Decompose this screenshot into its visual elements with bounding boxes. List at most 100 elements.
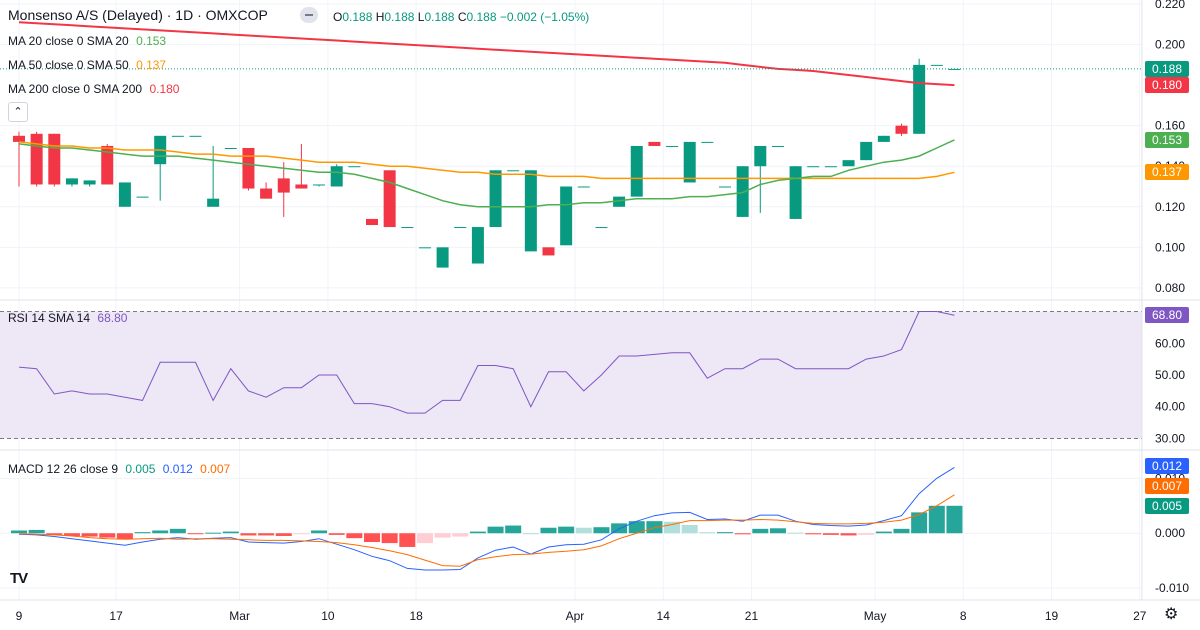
candle-body [913, 64, 926, 134]
candle-body [754, 145, 767, 167]
ma200-line [18, 21, 955, 87]
macd-histogram-bar [63, 533, 80, 536]
price-tick-label: 0.120 [1155, 200, 1185, 214]
candle-body [383, 170, 396, 228]
candle-body [277, 178, 290, 193]
time-axis-label: 27 [1133, 609, 1147, 623]
candle-body [418, 247, 431, 249]
macd-histogram-bar [858, 533, 875, 535]
ma50-legend[interactable]: MA 50 close 0 SMA 50 0.137 [8, 58, 167, 72]
rsi-tick-label: 30.00 [1155, 431, 1185, 445]
candle-body [401, 227, 414, 229]
candle-body [48, 133, 61, 185]
time-axis-label: 19 [1045, 609, 1059, 623]
eye-icon[interactable] [300, 7, 318, 23]
macd-histogram-bar [46, 533, 63, 535]
macd-histogram-bar [275, 533, 292, 536]
ma20-legend[interactable]: MA 20 close 0 SMA 20 0.153 [8, 34, 167, 48]
macd-histogram-bar [11, 530, 27, 534]
macd-histogram-bar [875, 531, 892, 534]
series-legend[interactable]: Monsenso A/S (Delayed) · 1D · OMXCOP [8, 7, 268, 24]
candle-body [736, 166, 749, 217]
rsi-legend[interactable]: RSI 14 SMA 14 68.80 [8, 311, 128, 325]
candle-body [313, 184, 326, 186]
macd-histogram-bar [134, 532, 151, 534]
macd-histogram-bar [469, 531, 486, 534]
time-axis-label: 9 [16, 609, 23, 623]
macd-histogram-bar [346, 533, 363, 539]
candle-body [30, 133, 43, 185]
macd-legend[interactable]: MACD 12 26 close 9 0.005 0.012 0.007 [8, 462, 231, 476]
rsi-line [18, 311, 955, 414]
rsi-pane[interactable] [0, 311, 1142, 439]
candle-body [824, 166, 837, 168]
macd-histogram-bar [540, 527, 557, 534]
gear-icon[interactable]: ⚙ [1164, 606, 1179, 623]
macd-histogram-bar [293, 533, 310, 535]
candle-body [136, 196, 149, 198]
macd-histogram-bar [152, 530, 169, 534]
price-scale-tag: 0.180 [1145, 77, 1189, 94]
price-scale-tag: 0.137 [1145, 164, 1189, 181]
macd-histogram-bar [628, 521, 645, 534]
macd-histogram-bar [717, 532, 733, 534]
chevron-up-icon[interactable]: ⌃ [8, 102, 28, 122]
candle-body [471, 227, 484, 264]
rsi-tick-label: 40.00 [1155, 400, 1185, 414]
candle-body [860, 141, 873, 161]
ma200-value: 0.180 [149, 82, 180, 96]
ohlc-readout: O0.188 H0.188 L0.188 C0.188 −0.002 (−1.0… [333, 10, 590, 24]
price-tick-label: 0.220 [1155, 0, 1185, 11]
macd-histogram-bar [575, 527, 592, 534]
candle-body [683, 141, 696, 183]
candle-body [577, 186, 590, 188]
macd-histogram-bar [522, 533, 539, 535]
macd-histogram-bar [769, 528, 786, 534]
time-axis-label: 10 [321, 609, 335, 623]
time-axis-label: 14 [657, 609, 671, 623]
candle-body [489, 170, 502, 228]
macd-histogram-bar [452, 533, 469, 537]
candle-body [330, 166, 343, 187]
candle-body [719, 186, 731, 188]
price-tick-label: 0.200 [1155, 38, 1185, 52]
candle-body [207, 198, 220, 207]
macd-tick-label: 0.000 [1155, 526, 1185, 540]
ma20-value: 0.153 [136, 34, 167, 48]
candle-body [613, 196, 626, 207]
macd-histogram-bar [664, 521, 681, 534]
time-axis-label: Mar [229, 609, 250, 623]
candle-body [701, 141, 714, 143]
candle-body [13, 135, 25, 142]
candle-body [595, 227, 608, 229]
price-tick-label: 0.080 [1155, 281, 1185, 295]
candle-body [524, 170, 537, 252]
price-pane[interactable] [0, 21, 1142, 268]
macd-histogram-bar [734, 533, 751, 535]
macd-signal-value: 0.007 [200, 462, 231, 476]
candle-body [366, 218, 378, 226]
macd-histogram-bar [416, 533, 433, 544]
price-tick-label: 0.100 [1155, 240, 1185, 254]
ma200-legend[interactable]: MA 200 close 0 SMA 200 0.180 [8, 82, 180, 96]
macd-line-value: 0.012 [162, 462, 193, 476]
macd-histogram-bar [487, 526, 504, 534]
price-tick-label: 0.160 [1155, 119, 1185, 133]
symbol-title[interactable]: Monsenso A/S (Delayed) · 1D · OMXCOP [8, 7, 268, 23]
candle-body [189, 135, 202, 137]
time-axis-label: Apr [566, 609, 585, 623]
macd-scale-tag: 0.005 [1145, 498, 1189, 514]
macd-histogram-bar [681, 525, 698, 534]
rsi-tick-label: 50.00 [1155, 368, 1185, 382]
rsi-band [0, 311, 1142, 439]
macd-histogram-bar [505, 525, 522, 534]
macd-histogram-bar [328, 533, 345, 535]
macd-histogram-bar [840, 533, 857, 536]
macd-histogram-bar [787, 532, 804, 534]
candle-body [348, 166, 361, 168]
macd-histogram-bar [81, 533, 98, 537]
macd-pane[interactable] [11, 466, 963, 571]
tradingview-logo[interactable]: TV [10, 570, 28, 587]
candle-body [295, 184, 308, 189]
